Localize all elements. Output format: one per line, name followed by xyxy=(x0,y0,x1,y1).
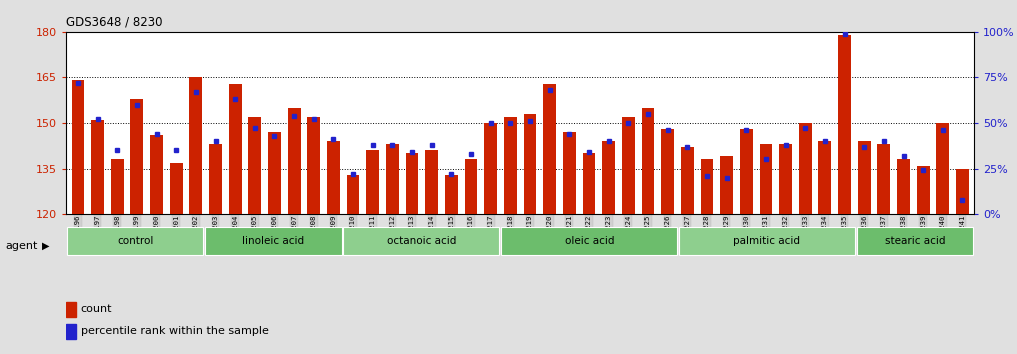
Bar xyxy=(720,156,733,214)
Bar xyxy=(111,159,124,214)
Text: ▶: ▶ xyxy=(42,241,49,251)
Bar xyxy=(897,159,910,214)
Bar xyxy=(642,108,654,214)
Bar xyxy=(406,153,418,214)
Bar xyxy=(856,227,973,255)
Bar xyxy=(344,227,499,255)
Bar xyxy=(916,166,930,214)
Bar xyxy=(760,144,772,214)
Bar xyxy=(386,144,399,214)
Bar xyxy=(798,123,812,214)
Bar xyxy=(857,141,871,214)
Text: stearic acid: stearic acid xyxy=(885,236,946,246)
Bar xyxy=(288,108,300,214)
Bar xyxy=(501,227,677,255)
Bar xyxy=(66,302,76,317)
Bar xyxy=(248,117,261,214)
Bar xyxy=(937,123,949,214)
Bar xyxy=(583,153,595,214)
Bar xyxy=(347,175,359,214)
Bar xyxy=(268,132,281,214)
Text: control: control xyxy=(117,236,154,246)
Bar xyxy=(66,324,76,339)
Bar xyxy=(67,227,203,255)
Bar xyxy=(465,159,477,214)
Bar xyxy=(92,120,104,214)
Bar xyxy=(838,35,851,214)
Text: oleic acid: oleic acid xyxy=(564,236,614,246)
Bar xyxy=(189,78,202,214)
Bar xyxy=(563,132,576,214)
Bar xyxy=(543,84,556,214)
Bar xyxy=(681,147,694,214)
Bar xyxy=(878,144,890,214)
Bar xyxy=(740,129,753,214)
Bar xyxy=(151,135,163,214)
Bar xyxy=(661,129,674,214)
Text: GDS3648 / 8230: GDS3648 / 8230 xyxy=(66,16,163,29)
Bar xyxy=(425,150,438,214)
Text: palmitic acid: palmitic acid xyxy=(733,236,800,246)
Bar xyxy=(307,117,320,214)
Bar xyxy=(701,159,713,214)
Bar xyxy=(445,175,458,214)
Bar xyxy=(229,84,242,214)
Bar xyxy=(484,123,497,214)
Bar xyxy=(130,99,143,214)
Bar xyxy=(602,141,615,214)
Bar xyxy=(679,227,855,255)
Bar xyxy=(366,150,379,214)
Bar xyxy=(622,117,635,214)
Bar xyxy=(819,141,831,214)
Bar xyxy=(205,227,342,255)
Bar xyxy=(504,117,517,214)
Bar xyxy=(524,114,536,214)
Bar xyxy=(170,162,183,214)
Text: percentile rank within the sample: percentile rank within the sample xyxy=(80,326,268,336)
Bar xyxy=(210,144,222,214)
Bar xyxy=(779,144,792,214)
Text: octanoic acid: octanoic acid xyxy=(386,236,457,246)
Bar xyxy=(956,169,969,214)
Text: agent: agent xyxy=(5,241,38,251)
Text: count: count xyxy=(80,304,112,314)
Bar xyxy=(327,141,340,214)
Text: linoleic acid: linoleic acid xyxy=(242,236,304,246)
Bar xyxy=(71,80,84,214)
